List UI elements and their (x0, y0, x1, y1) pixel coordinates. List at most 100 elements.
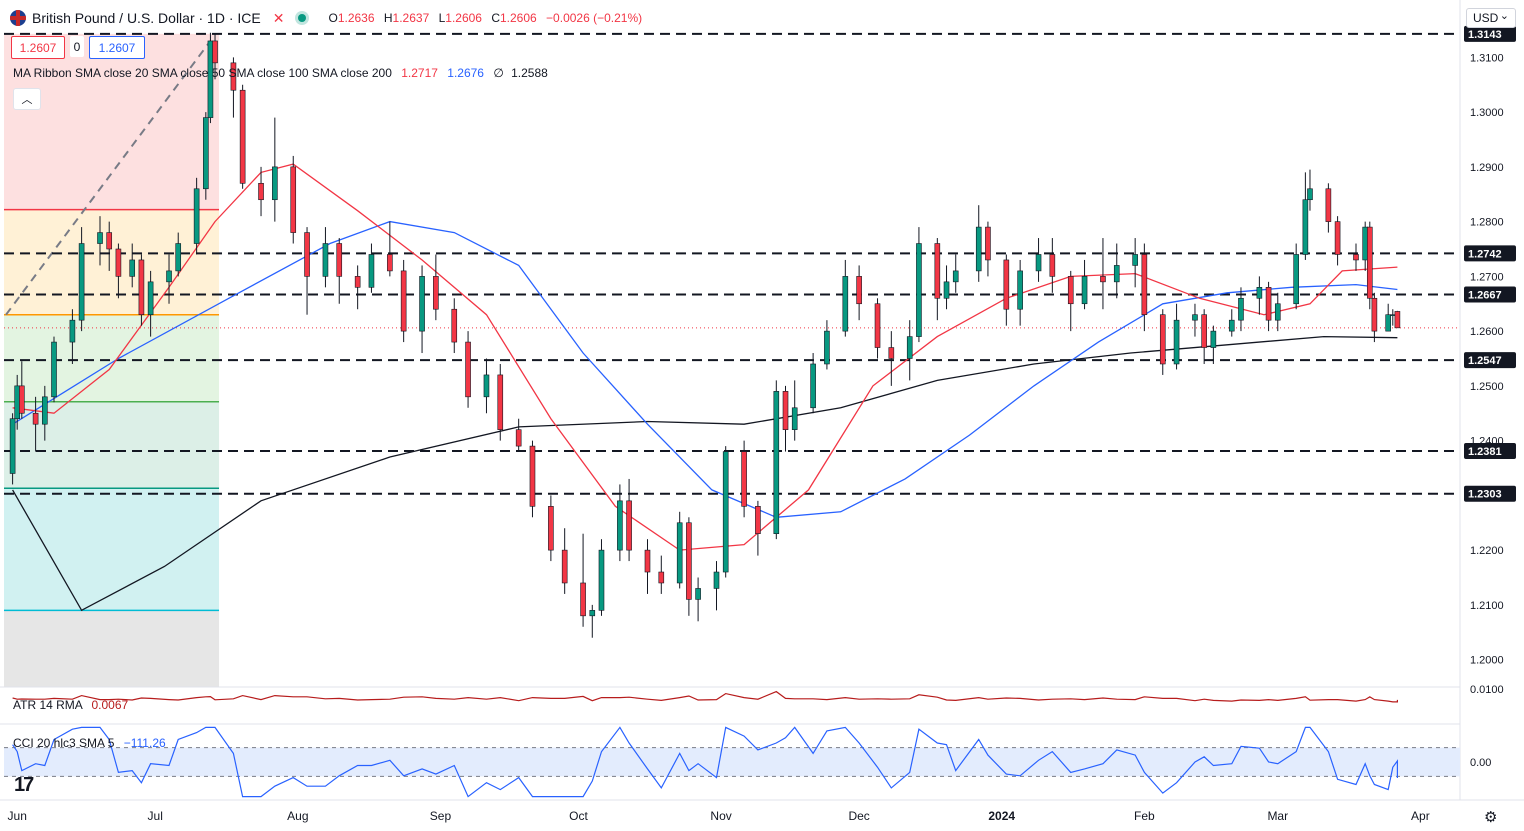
candle-body (952, 270, 959, 283)
candle-body (515, 429, 522, 447)
atr-line (12, 690, 1399, 703)
candle (239, 84, 246, 189)
candle (782, 385, 789, 452)
candle (1366, 221, 1373, 310)
buy-price-button[interactable]: 1.2607 (89, 36, 145, 59)
candle-body (713, 571, 720, 589)
candle-body (985, 226, 991, 261)
candle (791, 380, 798, 441)
candle-body (686, 522, 692, 600)
candle-body (589, 610, 596, 617)
symbol-title[interactable]: British Pound / U.S. Dollar · 1D · ICE (32, 10, 261, 26)
candle (580, 533, 586, 627)
candle (934, 238, 941, 321)
candle (561, 528, 568, 594)
x-tick-label: Apr (1411, 809, 1430, 823)
sell-price-button[interactable]: 1.2607 (11, 36, 65, 59)
candle (272, 117, 278, 222)
candle (400, 259, 407, 343)
candle-body (626, 500, 632, 551)
atr-legend[interactable]: ATR 14 RMA 0.0067 (13, 698, 129, 712)
sma20-line (12, 163, 1398, 551)
candle (97, 216, 103, 266)
y-tick-label: 1.2200 (1470, 545, 1504, 557)
candle-body (1141, 254, 1148, 316)
candle (419, 265, 425, 354)
candle (1100, 238, 1106, 310)
candle-body (483, 374, 490, 398)
candle (1192, 303, 1198, 337)
level-label: 1.2547 (1468, 355, 1502, 367)
candle-body (548, 506, 554, 551)
currency-select[interactable]: USD (1466, 8, 1516, 28)
candle (856, 265, 862, 321)
ma-ribbon-legend[interactable]: MA Ribbon SMA close 20 SMA close 50 SMA … (13, 66, 548, 80)
candle-body (722, 451, 729, 573)
candle-body (1394, 311, 1401, 329)
cci-legend[interactable]: CCI 20 hlc3 SMA 5 −111.26 (13, 736, 166, 750)
candle-body (561, 549, 568, 584)
candle (644, 539, 651, 594)
collapse-caret-icon[interactable]: ︿ (13, 88, 41, 110)
settings-gear-icon[interactable]: ⚙ (1484, 809, 1498, 826)
candle (1113, 243, 1120, 299)
candle-body (1173, 319, 1180, 365)
candle (916, 227, 922, 343)
spread-value: 0 (70, 36, 84, 57)
atr-tick-label: 0.0100 (1470, 684, 1504, 696)
candle-body (9, 418, 16, 474)
y-tick-label: 1.2700 (1470, 271, 1504, 283)
candle (212, 33, 218, 80)
candle-body (387, 254, 393, 272)
candle-body (1035, 254, 1042, 272)
y-tick-label: 1.2800 (1470, 217, 1504, 229)
candle-body (1256, 287, 1263, 299)
candle-body (419, 276, 425, 332)
candle (1362, 221, 1368, 271)
level-label-bg (1464, 25, 1516, 42)
candle (1173, 303, 1180, 370)
candle-body (1371, 297, 1378, 332)
candle-body (943, 281, 950, 299)
candle (1159, 309, 1166, 375)
candle-body (1238, 297, 1244, 321)
candle (617, 484, 623, 562)
candle (1307, 169, 1313, 211)
candle-body (1385, 314, 1391, 332)
sma20-value: 1.2717 (401, 66, 438, 80)
candle (598, 539, 605, 616)
candle-body (676, 522, 683, 584)
candle (548, 495, 554, 562)
candle-body (1067, 276, 1074, 305)
candle-body (433, 276, 439, 310)
sma50-value: 1.2676 (447, 66, 484, 80)
candle (166, 254, 172, 304)
candle (497, 363, 504, 441)
candle-body (810, 363, 816, 409)
candle (874, 298, 881, 359)
candle-body (212, 40, 218, 64)
fib-trend-line (5, 40, 212, 316)
x-tick-label: Jul (148, 809, 163, 823)
candle-body (1201, 314, 1207, 348)
candle (1325, 183, 1332, 233)
ohlc-readout: O1.2636 H1.2637 L1.2606 C1.2606 −0.0026 … (328, 11, 643, 25)
tradingview-logo-icon[interactable]: 17 (14, 774, 34, 796)
cci-value: −111.26 (123, 736, 166, 750)
candle-body (51, 341, 57, 398)
candle-body (290, 166, 297, 233)
candle (1141, 243, 1148, 332)
candle (1302, 172, 1309, 260)
fib-zone (4, 488, 220, 611)
candle-body (1081, 276, 1088, 305)
candle (1265, 281, 1272, 332)
x-tick-label: Sep (430, 809, 452, 823)
level-label-bg (1464, 443, 1516, 460)
candle-body (465, 341, 471, 398)
close-x-icon[interactable]: ✕ (272, 9, 285, 26)
level-label-bg (1464, 485, 1516, 502)
candle (773, 380, 780, 540)
candle-body (1353, 254, 1359, 261)
x-tick-label: Aug (287, 809, 308, 823)
